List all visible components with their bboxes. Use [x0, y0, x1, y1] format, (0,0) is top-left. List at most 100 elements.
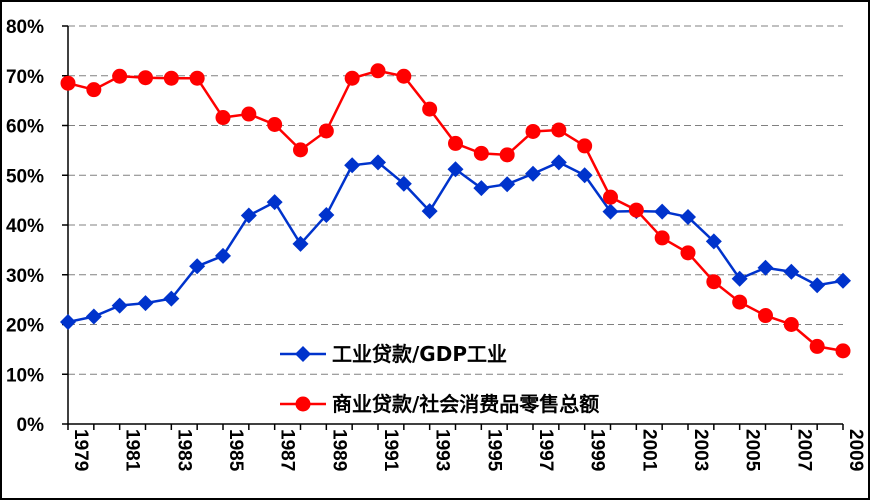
x-tick-label: 2001 — [638, 429, 659, 472]
series-1-point — [757, 259, 774, 276]
series-2-point — [370, 63, 386, 79]
series-2-point — [293, 142, 308, 158]
y-tick-label: 0% — [17, 415, 45, 436]
y-tick-label: 20% — [6, 316, 44, 337]
series-1-point — [395, 175, 412, 192]
y-tick-label: 70% — [6, 67, 44, 88]
series-2-point — [267, 117, 283, 133]
legend-marker — [295, 396, 311, 412]
x-tick-label: 1991 — [380, 429, 401, 472]
series-2-point — [189, 70, 205, 86]
series-1-point — [85, 308, 102, 325]
x-tick-label: 1985 — [225, 429, 246, 472]
series-1-point — [680, 209, 696, 226]
series-1-point — [783, 263, 800, 280]
x-tick-label: 2005 — [742, 429, 763, 472]
series-1-point — [602, 203, 619, 220]
series-1-point — [318, 207, 335, 224]
series-2-point — [473, 145, 489, 161]
x-tick-label: 2009 — [845, 429, 866, 471]
series-1-point — [60, 314, 76, 331]
series-1-point — [731, 270, 748, 287]
y-tick-label: 50% — [6, 166, 44, 187]
series-1-point — [835, 272, 851, 289]
x-tick-label: 1987 — [277, 429, 298, 471]
series-1-point — [292, 235, 309, 252]
series-1-point — [240, 207, 257, 224]
series-1-point — [550, 154, 567, 171]
series-2-point — [344, 70, 360, 86]
series-2-point — [628, 202, 644, 218]
x-tick-label: 1995 — [483, 429, 504, 472]
x-tick-label: 1989 — [328, 429, 349, 471]
series-1-point — [447, 161, 464, 178]
series-2-point — [680, 245, 696, 261]
y-tick-label: 40% — [6, 216, 44, 237]
legend-label: 工业贷款/GDP工业 — [332, 342, 507, 366]
series-2-point — [603, 189, 618, 205]
data-series — [60, 63, 851, 359]
series-2-point — [138, 70, 153, 86]
series-2-point — [809, 338, 825, 354]
series-1-point — [499, 176, 516, 193]
series-1-point — [266, 194, 283, 211]
series-1-line — [67, 160, 844, 324]
x-tick-label: 1983 — [173, 429, 194, 471]
series-2-point — [241, 106, 257, 122]
y-tick-label: 60% — [6, 117, 44, 138]
series-1-point — [654, 203, 671, 220]
series-2-point — [215, 110, 231, 126]
series-2-point — [163, 70, 179, 86]
series-2-point — [318, 123, 334, 139]
series-2-point — [706, 274, 722, 290]
legend-marker — [295, 346, 311, 362]
x-tick-label: 1993 — [432, 429, 453, 471]
series-2-point — [499, 147, 515, 163]
series-1-point — [705, 233, 722, 250]
x-tick-label: 1999 — [587, 429, 608, 471]
series-2-point — [448, 135, 463, 151]
x-tick-label: 1981 — [122, 429, 143, 472]
series-2-point — [732, 294, 748, 310]
series-1-point — [189, 258, 206, 275]
series-2-point — [758, 308, 773, 324]
y-tick-label: 80% — [6, 17, 44, 38]
series-2-line — [67, 69, 844, 353]
series-1-point — [370, 154, 386, 171]
series-2-point — [86, 82, 102, 98]
legend-label: 商业贷款/社会消费品零售总额 — [332, 392, 599, 416]
series-1-point — [137, 295, 154, 312]
series-2-point — [835, 343, 851, 359]
series-2-point — [525, 123, 541, 139]
x-tick-label: 1979 — [70, 429, 91, 471]
y-tick-label: 10% — [6, 365, 44, 386]
series-1-point — [215, 247, 231, 264]
series-1-point — [163, 290, 180, 307]
series-1-point — [809, 277, 826, 294]
series-2-point — [551, 122, 567, 138]
series-1-point — [576, 167, 593, 184]
x-tick-label: 2007 — [793, 429, 814, 471]
series-2-point — [577, 138, 593, 154]
legend-item-1: 工业贷款/GDP工业 — [280, 342, 507, 366]
series-2-point — [422, 101, 438, 117]
x-axis-tick-labels: 1979 1981 1983 1985 1987 1989 1991 1993 1995 1997… — [70, 429, 866, 472]
x-tick-label: 1997 — [535, 429, 556, 471]
x-tick-label: 2003 — [690, 429, 711, 471]
series-2-point — [112, 68, 128, 84]
series-2-point — [783, 317, 799, 332]
axes — [62, 25, 844, 430]
series-2 — [60, 63, 851, 359]
y-axis-tick-labels: 0% 10% 20% 30% 40% 50% 60% 70% 80% — [6, 17, 44, 436]
legend-item-2: 商业贷款/社会消费品零售总额 — [280, 392, 599, 416]
series-1-point — [344, 157, 361, 174]
series-2-point — [654, 230, 670, 246]
series-1-point — [111, 297, 128, 314]
y-tick-label: 30% — [6, 266, 44, 287]
series-2-point — [396, 68, 412, 84]
series-1-point — [525, 165, 541, 182]
series-2-point — [60, 75, 76, 91]
